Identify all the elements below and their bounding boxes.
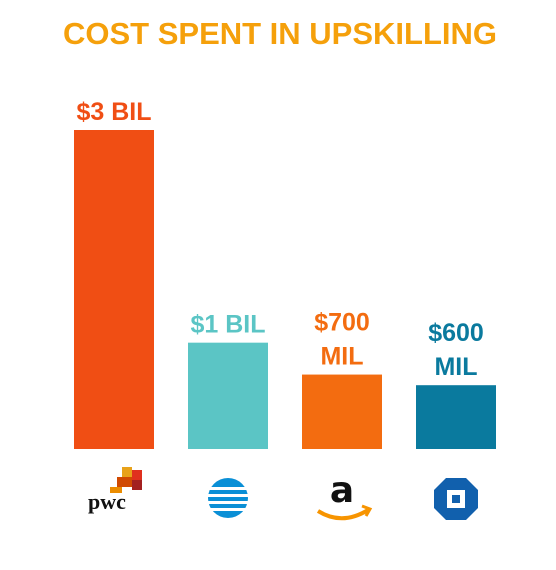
chart-title: COST SPENT IN UPSKILLING xyxy=(63,16,497,51)
logo-pwc xyxy=(110,467,142,493)
bar xyxy=(302,374,382,449)
value-label: $600 MIL xyxy=(428,319,484,381)
value-label: $1 BIL xyxy=(190,310,265,338)
bar xyxy=(74,130,154,449)
bar xyxy=(416,385,496,449)
logo-att xyxy=(208,478,248,518)
category-label: a xyxy=(330,470,354,511)
logo-amazon-smile xyxy=(316,504,373,521)
value-label: $3 BIL xyxy=(76,98,151,126)
value-label: $700 MIL xyxy=(314,308,370,370)
category-label: pwc xyxy=(88,489,126,514)
logo-chase xyxy=(434,478,478,520)
bar xyxy=(188,342,268,449)
